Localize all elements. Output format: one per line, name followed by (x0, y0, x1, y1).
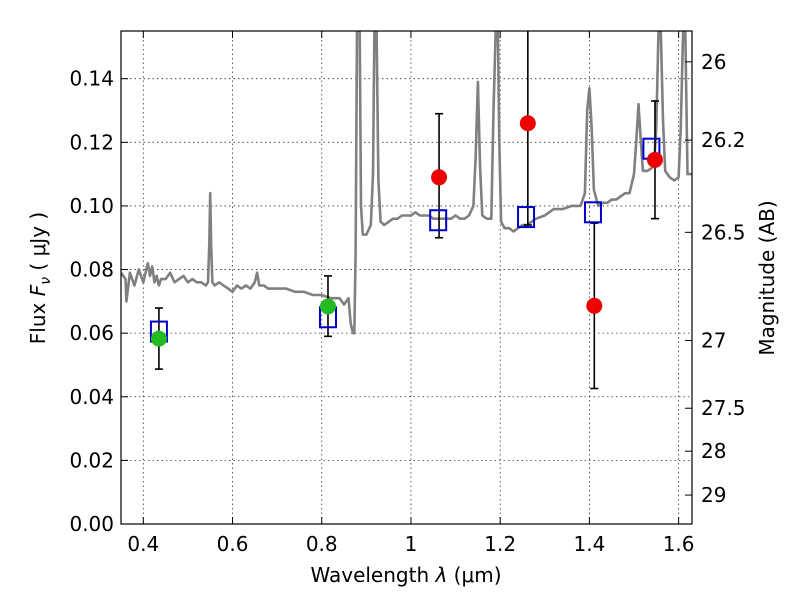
x-tick-label: 1.6 (663, 532, 695, 556)
y2-tick-label: 26.2 (701, 128, 746, 152)
red-data-point (586, 297, 603, 314)
y2-tick-label: 28 (701, 439, 726, 463)
y2-tick-label: 26 (701, 50, 726, 74)
red-data-point (519, 115, 536, 132)
y2-tick-label: 27.5 (701, 396, 746, 420)
x-tick-label: 1.2 (484, 532, 516, 556)
green-data-point (319, 298, 336, 315)
red-data-point (431, 169, 448, 186)
x-tick-label: 0.4 (127, 532, 159, 556)
model-spectrum-line (121, 31, 692, 335)
y-axis-title: Flux Fν ( μJy ) (26, 212, 54, 344)
y-tick-label: 0.04 (69, 385, 114, 409)
x-tick-label: 1 (405, 532, 418, 556)
grid (121, 31, 692, 525)
x-tick-label: 0.8 (306, 532, 338, 556)
x-axis-title: Wavelength λ (μm) (310, 563, 501, 587)
x-tick-label: 1.4 (573, 532, 605, 556)
plot-frame (120, 30, 693, 525)
y-tick-label: 0.08 (69, 258, 114, 282)
red-data-point (646, 151, 663, 168)
model-photometry-square (583, 201, 602, 224)
ticks: 0.4 0.6 0.8 1 1.2 1.4 1.6 0.00 0.02 0.04 0.06 0.08 0… (69, 31, 746, 556)
y2-tick-label: 27 (701, 328, 726, 352)
y-tick-label: 0.10 (69, 194, 114, 218)
y-tick-label: 0.14 (69, 67, 114, 91)
y2-tick-label: 29 (701, 483, 726, 507)
y-tick-label: 0.02 (69, 448, 114, 472)
y2-axis-title: Magnitude (AB) (755, 200, 779, 355)
y2-tick-label: 26.5 (701, 220, 746, 244)
plot-area (121, 31, 692, 390)
y-tick-label: 0.06 (69, 321, 114, 345)
model-photometry-square (517, 206, 536, 229)
y-tick-label: 0.00 (69, 512, 114, 536)
model-photometry-square (429, 209, 448, 232)
x-tick-label: 0.6 (217, 532, 249, 556)
y-tick-label: 0.12 (69, 130, 114, 154)
green-data-point (150, 330, 167, 347)
